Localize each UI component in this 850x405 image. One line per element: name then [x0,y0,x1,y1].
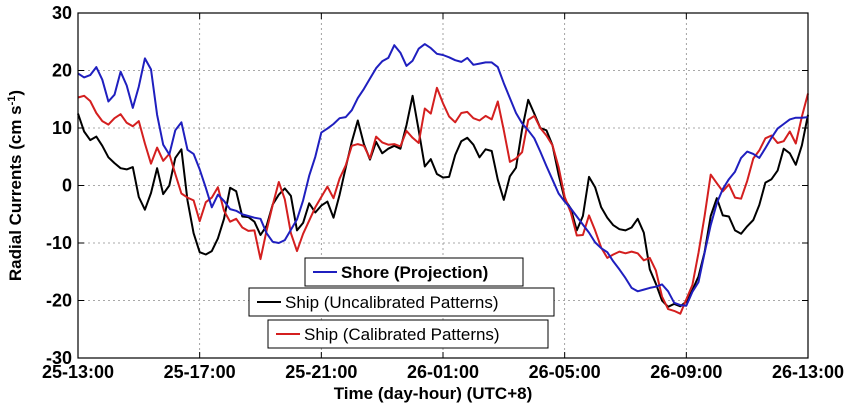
y-tick-label: 10 [52,118,72,138]
y-axis-title-close: ) [6,90,25,96]
legend-box [304,257,524,287]
series-line-2 [77,86,809,315]
y-tick-label: 30 [52,3,72,23]
y-tick-label: -10 [46,233,72,253]
series-line-0 [77,43,809,307]
x-tick-label: 26-09:00 [650,362,722,382]
x-tick-label: 25-21:00 [285,362,357,382]
legend-label: Ship (Calibrated Patterns) [304,325,500,344]
x-tick-label: 26-05:00 [529,362,601,382]
tick-labels: 25-13:00 25-17:00 25-21:00 26-01:00 26-05:00… [42,3,844,382]
x-tick-label: 26-13:00 [772,362,844,382]
legend-label: Shore (Projection) [341,263,488,282]
axis-ticks [77,12,809,359]
y-tick-label: -30 [46,348,72,368]
legend-box [267,319,549,349]
y-tick-label: 20 [52,61,72,81]
y-tick-label: 0 [62,176,72,196]
series-lines [77,43,809,315]
x-tick-label: 25-17:00 [164,362,236,382]
y-axis-title-main: Radial Currents (cm s [6,105,25,281]
legend: Shore (Projection) Ship (Uncalibrated Pat… [248,257,555,349]
y-axis-title-superscript: -1 [6,96,18,106]
legend-box [248,287,555,317]
y-axis-title: Radial Currents (cm s-1) [6,90,25,281]
x-tick-label: 25-13:00 [42,362,114,382]
legend-label: Ship (Uncalibrated Patterns) [285,293,499,312]
x-tick-label: 26-01:00 [407,362,479,382]
y-tick-label: -20 [46,291,72,311]
x-axis-title: Time (day-hour) (UTC+8) [334,384,533,403]
